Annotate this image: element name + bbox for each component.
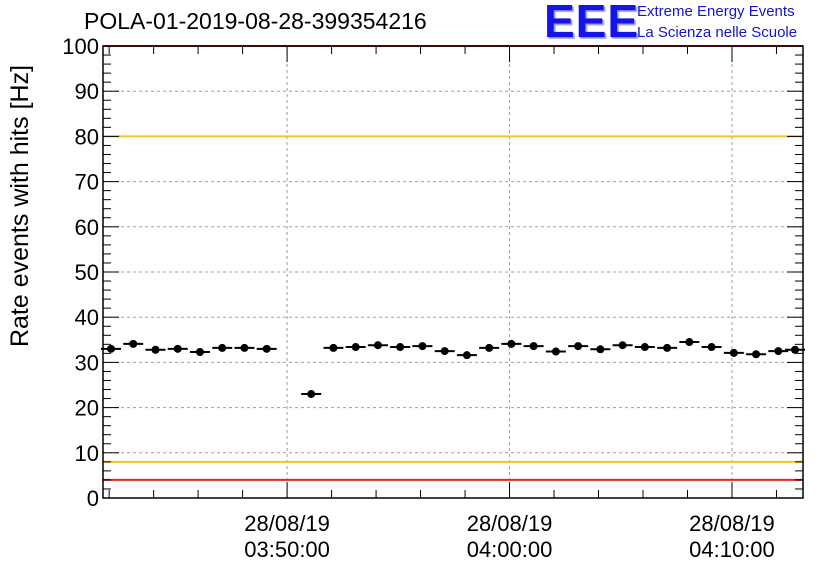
reference-lines — [103, 45, 803, 481]
data-point — [307, 390, 316, 399]
data-point — [195, 348, 204, 357]
logo-caption-line2: La Scienza nelle Scuole — [637, 24, 798, 41]
data-point — [752, 350, 761, 359]
data-point — [685, 338, 694, 347]
y-tick-label: 70 — [75, 170, 99, 195]
x-tick-time-label: 03:50:00 — [244, 537, 330, 562]
data-point — [640, 343, 649, 352]
data-points — [101, 338, 805, 399]
x-tick-date-label: 28/08/19 — [467, 511, 553, 536]
data-point — [551, 347, 560, 356]
x-tick-date-label: 28/08/19 — [244, 511, 330, 536]
data-point — [351, 343, 360, 352]
data-point — [729, 348, 738, 357]
grid-lines — [103, 46, 803, 498]
data-point — [440, 347, 449, 356]
eee-logo-mark: EEE — [544, 0, 640, 47]
data-point — [663, 343, 672, 352]
y-tick-label: 0 — [87, 486, 99, 511]
data-point — [529, 342, 538, 351]
y-tick-label: 80 — [75, 124, 99, 149]
data-point — [418, 342, 427, 351]
data-point — [129, 339, 138, 348]
data-point — [707, 343, 716, 352]
data-point — [774, 347, 783, 356]
data-point — [107, 344, 115, 353]
y-tick-label: 40 — [75, 305, 99, 330]
data-point — [507, 339, 516, 348]
data-point — [396, 343, 405, 352]
x-tick-date-label: 28/08/19 — [689, 511, 775, 536]
chart-title: POLA-01-2019-08-28-399354216 — [84, 8, 427, 34]
x-tick-time-label: 04:00:00 — [467, 537, 553, 562]
y-tick-label: 20 — [75, 396, 99, 421]
data-point — [596, 345, 605, 354]
data-point — [791, 345, 799, 354]
data-point — [618, 341, 627, 350]
x-tick-time-label: 04:10:00 — [689, 537, 775, 562]
data-point — [262, 344, 271, 353]
y-tick-label: 50 — [75, 260, 99, 285]
data-point — [151, 345, 160, 354]
eee-logo: EEE Extreme Energy Events La Scienza nel… — [544, 0, 836, 46]
logo-caption-line1: Extreme Energy Events — [637, 3, 795, 20]
data-point — [218, 343, 227, 352]
y-tick-label: 100 — [62, 34, 99, 59]
data-point — [485, 343, 494, 352]
y-tick-label: 30 — [75, 350, 99, 375]
data-point — [240, 343, 249, 352]
y-tick-label: 90 — [75, 79, 99, 104]
axis-ticks — [103, 45, 803, 499]
data-point — [173, 344, 182, 353]
data-point — [574, 342, 583, 351]
data-point — [329, 343, 338, 352]
y-tick-label: 10 — [75, 441, 99, 466]
y-axis-label: Rate events with hits [Hz] — [6, 65, 34, 347]
y-tick-label: 60 — [75, 215, 99, 240]
data-point — [373, 341, 382, 350]
axis-labels: 010203040506070809010028/08/1903:50:0028… — [62, 34, 775, 562]
data-point — [462, 351, 471, 360]
